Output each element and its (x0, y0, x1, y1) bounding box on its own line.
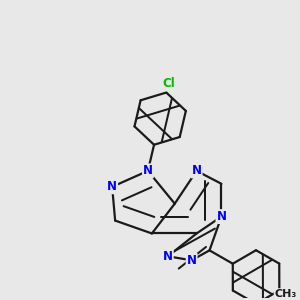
Text: N: N (107, 180, 117, 193)
Text: N: N (143, 164, 153, 177)
Text: N: N (192, 164, 202, 177)
Text: Cl: Cl (162, 77, 175, 90)
Text: N: N (187, 254, 196, 267)
Text: N: N (216, 210, 226, 223)
Text: N: N (163, 250, 173, 263)
Text: CH₃: CH₃ (275, 289, 297, 299)
